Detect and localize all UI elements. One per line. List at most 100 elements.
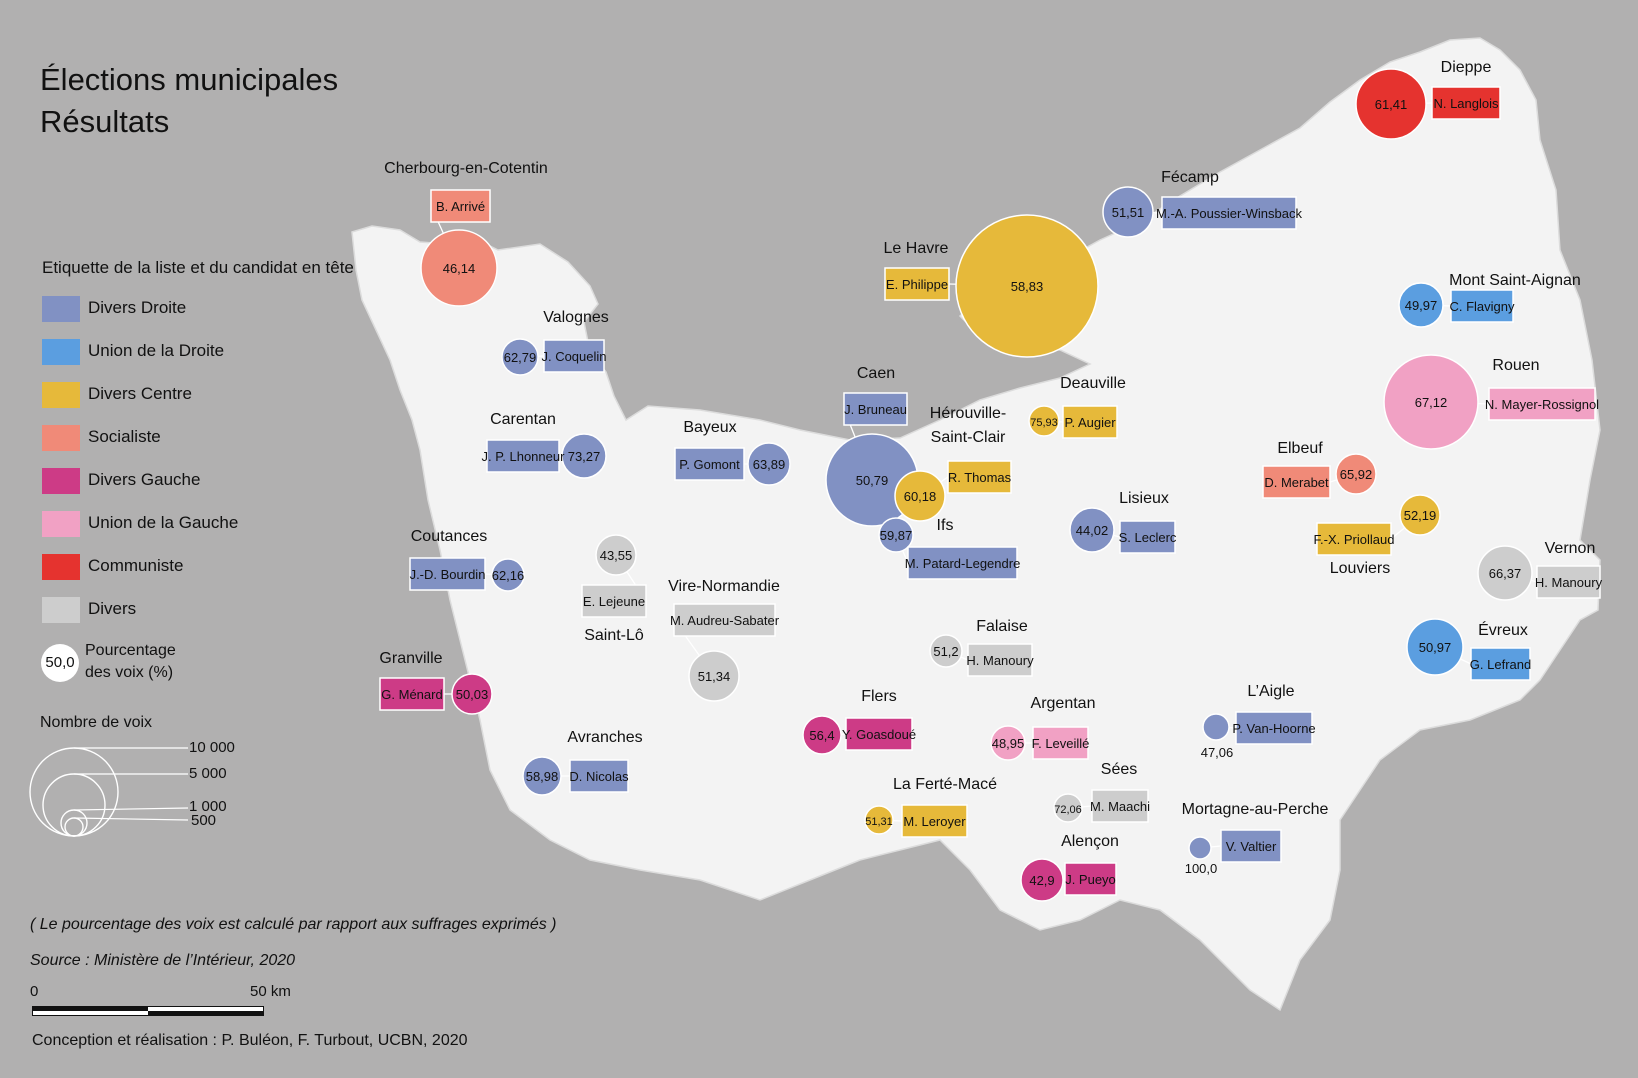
- scale-start-label: 0: [30, 983, 39, 1000]
- city-falaise: H. Manoury 51,2 Falaise: [929, 618, 1034, 677]
- vote-percentage: 62,79: [504, 350, 537, 365]
- vote-circle: [688, 650, 740, 702]
- city-name: Hérouville-: [930, 405, 1006, 422]
- city-argentan: F. Leveillé 48,95 Argentan: [990, 695, 1095, 761]
- city-name: La Ferté-Macé: [893, 776, 997, 793]
- vote-circle: [522, 756, 562, 796]
- vote-percentage: 47,06: [1201, 745, 1234, 760]
- vote-percentage: 66,37: [1489, 566, 1522, 581]
- candidate-name: G. Ménard: [381, 687, 442, 702]
- city-name: Bayeux: [683, 419, 736, 436]
- candidate-name: F.-X. Priollaud: [1314, 532, 1395, 547]
- candidate-box: [674, 447, 745, 481]
- candidate-box: [409, 557, 486, 591]
- legend-label: Divers: [88, 599, 137, 618]
- map-subtitle: Résultats: [40, 104, 170, 139]
- candidate-name: J. P. Lhonneur: [482, 449, 566, 464]
- candidate-box: [907, 546, 1018, 580]
- city-name: Sées: [1101, 761, 1137, 778]
- candidate-box: [1119, 520, 1176, 554]
- vote-circle: [561, 433, 607, 479]
- legend-label: Divers Centre: [88, 384, 192, 403]
- vote-percentage: 63,89: [753, 457, 786, 472]
- results-overlay: N. Langlois 61,41 Dieppe M.-A. Poussier-Win…: [379, 59, 1603, 902]
- candidate-box: [1262, 465, 1331, 499]
- legend-votes-tick-1000: 1 000: [189, 798, 227, 815]
- city-name: Avranches: [567, 729, 642, 746]
- city-dieppe: N. Langlois 61,41 Dieppe: [1355, 59, 1501, 140]
- vote-circle: [1069, 507, 1115, 553]
- candidate-name: J.-D. Bourdin: [410, 567, 486, 582]
- candidate-box: [1536, 565, 1601, 599]
- legend-swatch: [42, 296, 80, 322]
- candidate-box: [843, 392, 908, 426]
- city-name: Carentan: [490, 411, 556, 428]
- city-elbeuf: D. Merabet 65,92 Elbeuf: [1262, 440, 1377, 499]
- vote-circle: [802, 715, 842, 755]
- legend-swatch: [42, 339, 80, 365]
- city-vire-normandie: M. Audreu-Sabater 51,34 Vire-Normandie: [668, 578, 780, 702]
- candidate-name: D. Merabet: [1264, 475, 1329, 490]
- legend-label: Union de la Droite: [88, 341, 225, 360]
- vote-circle: [878, 517, 914, 553]
- legend-votes-title: Nombre de voix: [40, 714, 153, 731]
- scale-bar: [32, 1006, 264, 1016]
- vote-circle: [1383, 354, 1479, 450]
- city-name: Alençon: [1061, 833, 1119, 850]
- city-name: Fécamp: [1161, 169, 1219, 186]
- legend-votes-tick-500: 500: [191, 812, 217, 829]
- city-mont-saint-aignan: C. Flavigny 49,97 Mont Saint-Aignan: [1398, 272, 1581, 328]
- city-l-aigle: P. Van-Hoorne 47,06 L’Aigle: [1201, 683, 1316, 760]
- city-lisieux: S. Leclerc 44,02 Lisieux: [1069, 490, 1177, 554]
- vote-percentage: 56,4: [809, 728, 834, 743]
- city-name: Deauville: [1060, 375, 1126, 392]
- vote-circle: [864, 805, 894, 835]
- vote-circle: [894, 470, 946, 522]
- city-granville: G. Ménard 50,03 Granville: [379, 650, 493, 715]
- map-title: Élections municipales: [40, 62, 339, 97]
- city-name: Vernon: [1545, 540, 1596, 557]
- candidate-name: S. Leclerc: [1119, 530, 1177, 545]
- legend-swatch: [42, 554, 80, 580]
- vote-circle: [1202, 713, 1230, 741]
- candidate-name: C. Flavigny: [1449, 299, 1515, 314]
- candidate-box: [967, 643, 1033, 677]
- calc-note: ( Le pourcentage des voix est calculé pa…: [30, 916, 557, 933]
- vote-percentage: 100,0: [1185, 861, 1218, 876]
- candidate-box: [1161, 196, 1297, 230]
- source-note: Source : Ministère de l’Intérieur, 2020: [30, 952, 296, 969]
- city-name: Louviers: [1330, 560, 1390, 577]
- vote-circle: [1406, 618, 1464, 676]
- candidate-name: R. Thomas: [948, 470, 1012, 485]
- legend-pct-line1: Pourcentage: [85, 642, 176, 659]
- legend-label: Divers Droite: [88, 298, 187, 317]
- vote-percentage: 51,34: [698, 669, 731, 684]
- city-herouville-saint-clair: R. Thomas 60,18 Hérouville- Saint-Clair: [894, 405, 1012, 522]
- vote-circle: [1102, 186, 1154, 238]
- candidate-name: E. Lejeune: [583, 594, 645, 609]
- vote-percentage: 46,14: [443, 261, 476, 276]
- city-name: Ifs: [937, 517, 954, 534]
- city-ifs: M. Patard-Legendre 59,87 Ifs: [878, 517, 1020, 580]
- candidate-name: H. Manoury: [966, 653, 1034, 668]
- legend-item-communiste: Communiste: [42, 554, 342, 580]
- legend-item-union-droite: Union de la Droite: [42, 339, 342, 365]
- candidate-box: [1062, 405, 1118, 439]
- city-louviers: F.-X. Priollaud 52,19 Louviers: [1314, 494, 1441, 577]
- candidate-name: N. Langlois: [1433, 96, 1499, 111]
- city-evreux: G. Lefrand 50,97 Évreux: [1406, 618, 1531, 681]
- city-name: Coutances: [411, 528, 488, 545]
- city-mortagne-au-perche: V. Valtier 100,0 Mortagne-au-Perche: [1182, 801, 1329, 876]
- candidate-name: D. Nicolas: [569, 769, 629, 784]
- candidate-box: [1091, 789, 1149, 823]
- candidate-name: M. Audreu-Sabater: [670, 613, 780, 628]
- city-la-ferte-mace: M. Leroyer 51,31 La Ferté-Macé: [864, 776, 997, 838]
- city-cherbourg-en-cotentin: B. Arrivé 46,14 Cherbourg-en-Cotentin: [384, 160, 548, 307]
- vote-circle: [501, 338, 539, 376]
- city-vernon: H. Manoury 66,37 Vernon: [1477, 540, 1603, 601]
- candidate-name: M. Leroyer: [903, 814, 966, 829]
- vote-percentage: 52,19: [1404, 508, 1437, 523]
- legend-swatch: [42, 468, 80, 494]
- legend-item-divers-centre: Divers Centre: [42, 382, 342, 408]
